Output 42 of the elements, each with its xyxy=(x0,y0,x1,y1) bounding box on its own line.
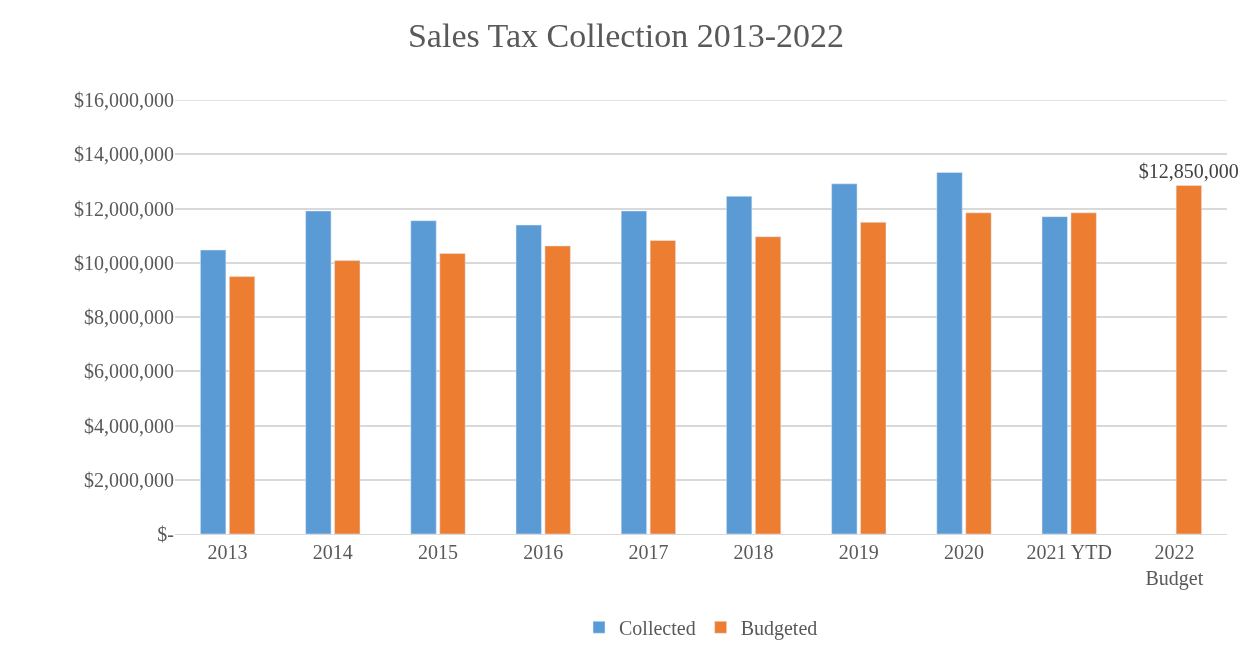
x-tick-label: 2021 YTD xyxy=(1026,541,1112,563)
bar xyxy=(755,236,782,534)
bar xyxy=(515,224,542,534)
y-tick-label: $6,000,000 xyxy=(84,360,174,383)
x-tick-label: 2019 xyxy=(838,541,879,563)
x-tick-label: 2013 xyxy=(207,541,248,563)
x-tick-label: 2018 xyxy=(733,541,774,563)
y-tick-label: $8,000,000 xyxy=(84,306,174,328)
bar xyxy=(1041,216,1068,534)
y-tick-label: $14,000,000 xyxy=(74,143,174,166)
x-tick-label: 2017 xyxy=(628,541,669,563)
y-tick-label: $4,000,000 xyxy=(84,414,174,437)
bar xyxy=(200,249,227,534)
bar xyxy=(831,183,858,534)
bar xyxy=(620,210,647,534)
y-tick-label: $10,000,000 xyxy=(74,251,174,274)
x-tick-label: 2014 xyxy=(312,541,353,563)
x-tick-label: 2020 xyxy=(944,541,984,563)
y-tick-label: $- xyxy=(157,523,174,545)
y-tick-label: $16,000,000 xyxy=(74,89,174,111)
x-tick-label: 2022 Budget xyxy=(1145,541,1204,590)
legend-label: Budgeted xyxy=(740,617,818,641)
y-tick-label: $12,000,000 xyxy=(74,197,174,220)
bar xyxy=(334,260,361,534)
bar xyxy=(544,245,571,534)
bar xyxy=(649,240,676,534)
bar xyxy=(1070,212,1097,534)
bar xyxy=(439,253,466,534)
bar xyxy=(1175,185,1202,534)
x-tick-label: 2015 xyxy=(418,541,458,563)
bar xyxy=(965,212,992,534)
data-label: $12,850,000 xyxy=(1138,160,1239,183)
chart-title: Sales Tax Collection 2013-2022 xyxy=(407,17,845,55)
bar xyxy=(305,210,332,534)
x-tick-label: 2016 xyxy=(523,541,564,563)
bar xyxy=(860,222,887,534)
legend-label: Collected xyxy=(619,617,696,640)
bar xyxy=(936,172,963,534)
bar xyxy=(726,196,753,534)
bar xyxy=(410,220,437,534)
bar xyxy=(229,276,256,534)
y-tick-label: $2,000,000 xyxy=(84,468,174,491)
